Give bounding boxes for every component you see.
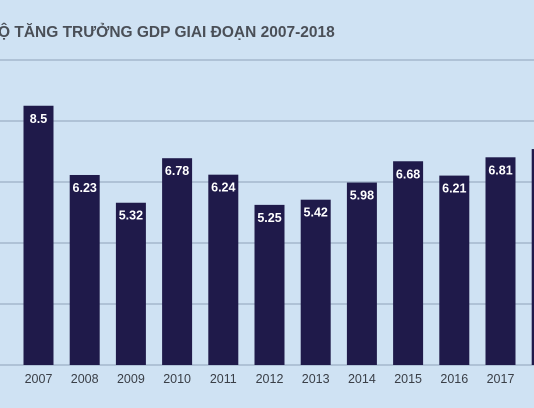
data-label-2013: 5.42 [304,206,328,220]
x-tick-label-2007: 2007 [25,372,53,386]
data-label-2009: 5.32 [119,209,143,223]
bar-2018 [531,149,534,365]
data-label-2010: 6.78 [165,164,189,178]
bar-2011 [208,174,239,365]
x-tick-label-2012: 2012 [256,372,284,386]
bar-2007 [23,105,54,365]
bar-2014 [346,182,377,365]
data-labels: 8.5 6.23 5.32 6.78 6.24 5.25 5.42 5.98 6.68 6.21 6… [30,112,513,225]
x-tick-label-2013: 2013 [302,372,330,386]
bar-2015 [393,161,424,365]
data-label-2012: 5.25 [257,211,281,225]
data-label-2014: 5.98 [350,189,374,203]
chart-title: Ộ TĂNG TRƯỞNG GDP GIAI ĐOẠN 2007-2018 [0,23,335,41]
bar-2008 [69,174,100,365]
bars [23,105,534,365]
x-tick-label-2011: 2011 [210,372,237,386]
bar-2016 [439,175,470,365]
x-tick-label-2008: 2008 [71,372,99,386]
bar-2009 [115,202,146,365]
x-tick-label-2017: 2017 [487,372,515,386]
bar-2013 [300,199,331,365]
x-tick-label-2014: 2014 [348,372,376,386]
x-axis-ticks: 2007 2008 2009 2010 2011 2012 2013 2014 2015 2016… [25,372,515,386]
bar-2017 [485,157,516,365]
data-label-2008: 6.23 [73,181,97,195]
data-label-2011: 6.24 [211,181,235,195]
data-label-2016: 6.21 [442,182,466,196]
bar-2010 [162,158,193,365]
bar-2012 [254,204,285,365]
x-tick-label-2009: 2009 [117,372,145,386]
x-tick-label-2010: 2010 [163,372,191,386]
data-label-2015: 6.68 [396,167,420,181]
x-tick-label-2015: 2015 [394,372,422,386]
x-tick-label-2016: 2016 [440,372,468,386]
data-label-2007: 8.5 [30,112,47,126]
data-label-2017: 6.81 [488,163,512,177]
